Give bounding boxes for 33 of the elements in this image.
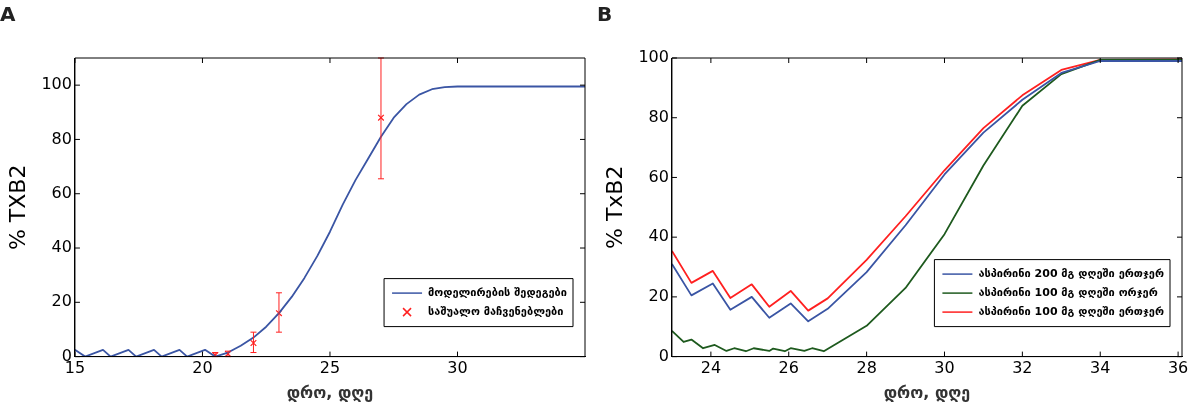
x-tick-label: 30 — [934, 358, 955, 378]
x-tick-label: 36 — [1167, 358, 1189, 378]
x-tick-label: 26 — [778, 358, 799, 378]
legend-label: საშუალო მაჩვენებლები — [428, 304, 564, 318]
y-tick-label: 0 — [658, 345, 669, 365]
x-tick-label: 32 — [1012, 358, 1033, 378]
y-tick-label: 60 — [648, 166, 669, 186]
legend-label: ასპირინი 100 მგ დღეში ორჯერ — [978, 285, 1158, 299]
chart-title: A — [0, 2, 16, 27]
x-tick-label: 24 — [700, 358, 722, 378]
y-tick-label: 40 — [648, 226, 669, 246]
y-axis-title: % TXB2 — [4, 164, 30, 251]
legend-label: ასპირინი 100 მგ დღეში ერთჯერ — [978, 304, 1164, 318]
y-tick-label: 100 — [638, 47, 669, 67]
legend-label: მოდელირების შედეგები — [428, 285, 568, 299]
chart-title: B — [597, 2, 613, 27]
y-tick-label: 80 — [648, 106, 669, 126]
x-tick-label: 25 — [319, 358, 341, 378]
y-tick-label: 60 — [51, 182, 72, 202]
y-axis-title: % TxB2 — [601, 165, 627, 250]
y-tick-label: 80 — [51, 128, 72, 148]
x-axis-title: დრო, დღე — [883, 382, 971, 402]
y-tick-label: 20 — [648, 286, 669, 306]
y-tick-label: 100 — [41, 74, 72, 94]
y-tick-label: 40 — [51, 237, 72, 257]
point — [250, 339, 257, 347]
x-axis-title: დრო, დღე — [286, 382, 374, 402]
x-tick-label: 34 — [1090, 358, 1111, 378]
legend-label: ასპირინი 200 მგ დღეში ერთჯერ — [978, 266, 1164, 280]
x-tick-label: 20 — [192, 358, 213, 378]
x-tick-label: 30 — [447, 358, 468, 378]
x-tick-label: 28 — [856, 358, 877, 378]
y-tick-label: 20 — [51, 291, 72, 311]
